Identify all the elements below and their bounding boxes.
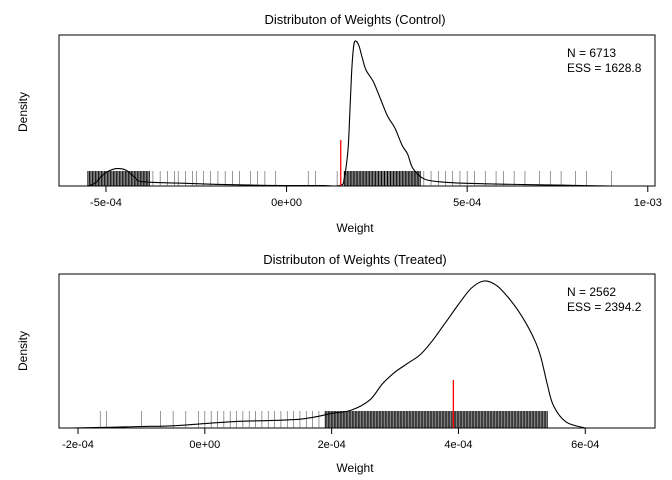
density-curve-group [71, 280, 586, 429]
x-tick-label: 5e-04 [453, 197, 481, 209]
density-curve-group [87, 40, 612, 187]
x-tick-label: 1e-03 [634, 197, 662, 209]
x-axis-ticks: -5e-04 0e+00 5e-04 1e-03 [90, 186, 662, 209]
stat-n: N = 2562 [567, 285, 616, 299]
rug-marks [87, 171, 612, 186]
x-tick-label: 2e-04 [318, 439, 346, 451]
x-tick-label: 0e+00 [189, 439, 220, 451]
control-density-panel: Distributon of Weights (Control) Weight … [16, 12, 662, 235]
x-tick-label: 6e-04 [571, 439, 599, 451]
plot-frame [58, 273, 656, 429]
x-axis-label: Weight [336, 461, 374, 475]
x-tick-label: -2e-04 [62, 439, 94, 451]
plot-frame [58, 34, 656, 187]
density-curve [87, 40, 612, 187]
chart-title: Distributon of Weights (Treated) [263, 252, 447, 267]
x-axis-ticks: -2e-04 0e+00 2e-04 4e-04 6e-04 [62, 428, 599, 451]
y-axis-label: Density [16, 92, 30, 132]
chart-title: Distributon of Weights (Control) [264, 12, 445, 27]
treated-density-panel: Distributon of Weights (Treated) Weight … [16, 252, 656, 475]
y-axis-label: Density [16, 331, 30, 371]
x-tick-label: -5e-04 [90, 197, 122, 209]
x-tick-label: 4e-04 [444, 439, 472, 451]
density-curve [71, 280, 586, 429]
stat-ess: ESS = 2394.2 [567, 300, 642, 314]
x-axis-label: Weight [336, 221, 374, 235]
rug-marks [99, 411, 548, 428]
stat-n: N = 6713 [567, 46, 616, 60]
stat-ess: ESS = 1628.8 [567, 61, 642, 75]
x-tick-label: 0e+00 [271, 197, 302, 209]
